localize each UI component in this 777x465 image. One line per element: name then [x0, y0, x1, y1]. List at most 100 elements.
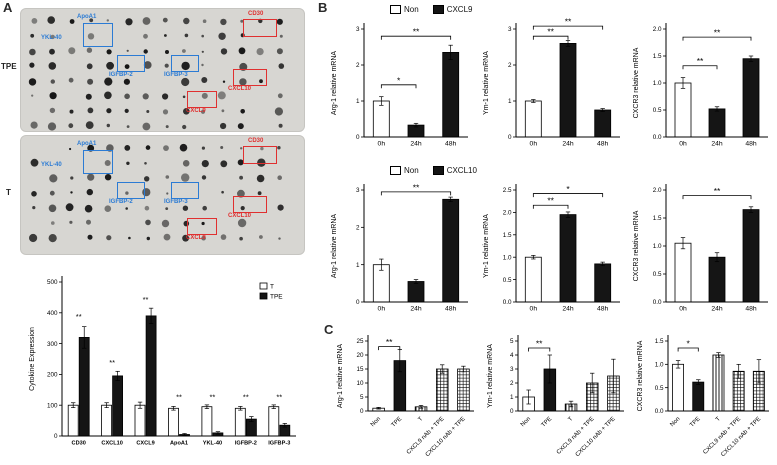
- svg-text:0.0: 0.0: [655, 408, 664, 415]
- svg-text:1.0: 1.0: [655, 362, 664, 369]
- svg-text:**: **: [276, 393, 282, 402]
- legend-item-cxcl10: CXCL10: [432, 166, 477, 175]
- svg-text:24h: 24h: [410, 306, 422, 313]
- svg-text:**: **: [714, 28, 721, 38]
- svg-text:2.0: 2.0: [653, 26, 662, 33]
- svg-text:0.5: 0.5: [653, 107, 662, 114]
- svg-text:2: 2: [356, 62, 360, 69]
- svg-text:CXCR3 relative mRNA: CXCR3 relative mRNA: [633, 47, 640, 118]
- svg-text:Ym-1 relative mRNA: Ym-1 relative mRNA: [487, 344, 494, 408]
- protein-array-blot-t: ApoA1 YKL-40 IGFBP-2 IGFBP-3 CD30 CXCL10 CXCL9: [20, 135, 305, 255]
- annotation-label-ykl40: YKL-40: [41, 35, 62, 41]
- blot-dots: [28, 16, 285, 131]
- legend-label-non: Non: [404, 5, 419, 14]
- annotation-label-cd30: CD30: [248, 138, 264, 144]
- svg-text:5: 5: [360, 394, 364, 401]
- annotation-box-cxcl10: [233, 69, 267, 86]
- svg-text:Ym-1 relative mRNA: Ym-1 relative mRNA: [483, 214, 490, 278]
- svg-text:**: **: [386, 337, 393, 347]
- legend-item-non: Non: [390, 5, 419, 14]
- svg-text:0.0: 0.0: [653, 299, 662, 306]
- svg-text:**: **: [697, 56, 704, 66]
- chart-cytokine-expression: 0 100 200 300 400 500 Cytokine Expression CD30 C…: [26, 272, 302, 462]
- svg-text:0.5: 0.5: [503, 277, 512, 284]
- annotation-label-cxcl10: CXCL10: [228, 86, 252, 92]
- panel-a-label: A: [3, 0, 13, 15]
- svg-text:**: **: [176, 393, 182, 402]
- svg-text:T: T: [270, 283, 274, 290]
- chart-svg-ym1-cxcl9: 0 1 2 3 Ym-1 relative mRNA 0h 24h 48h ** **: [483, 17, 620, 148]
- chart-svg-arg1-cxcl10: 0 1 2 3 Arg-1 relative mRNA 0h 24h 48h **: [331, 182, 468, 313]
- svg-text:1: 1: [510, 394, 514, 401]
- svg-text:0: 0: [508, 134, 512, 141]
- chart-svg-cytokine-expression: 0 100 200 300 400 500 Cytokine Expression CD30 C…: [29, 276, 296, 447]
- svg-text:**: **: [413, 182, 420, 192]
- svg-text:3: 3: [508, 26, 512, 33]
- svg-text:Arg-1 relative mRNA: Arg-1 relative mRNA: [337, 344, 344, 409]
- legend-swatch-non: [390, 5, 401, 14]
- svg-text:**: **: [76, 312, 82, 321]
- svg-text:**: **: [547, 27, 554, 37]
- svg-text:TPE: TPE: [541, 416, 553, 428]
- chart-arg1-cxcl9: 0 1 2 3 Arg-1 relative mRNA 0h 24h 48h * **: [328, 15, 476, 153]
- svg-text:15: 15: [356, 366, 364, 373]
- svg-text:Non: Non: [669, 416, 681, 428]
- svg-text:**: **: [243, 393, 249, 402]
- svg-text:2: 2: [508, 62, 512, 69]
- svg-text:T: T: [715, 416, 722, 423]
- svg-text:*: *: [566, 184, 570, 194]
- svg-text:4: 4: [510, 352, 514, 359]
- annotation-box-igfbp2: [117, 182, 145, 199]
- annotation-box-igfbp3: [171, 55, 199, 72]
- svg-text:24h: 24h: [410, 141, 422, 148]
- svg-text:0h: 0h: [679, 141, 687, 148]
- svg-text:TPE: TPE: [391, 416, 403, 428]
- svg-text:1: 1: [356, 98, 360, 105]
- annotation-box-cd30: [243, 19, 277, 37]
- svg-text:CD30: CD30: [72, 441, 86, 447]
- chart-cxcr3-cxcl9: 0.0 0.5 1.0 1.5 2.0 CXCR3 relative mRNA 0h 24h 4…: [630, 15, 776, 153]
- svg-text:0h: 0h: [679, 306, 687, 313]
- svg-text:2.5: 2.5: [503, 187, 512, 194]
- svg-text:0.0: 0.0: [653, 134, 662, 141]
- svg-text:2: 2: [356, 225, 360, 232]
- svg-text:1.0: 1.0: [653, 80, 662, 87]
- chart-arg1-nab: 0 5 10 15 20 25 Arg-1 relative mRNA Non TPE T CXCL…: [334, 329, 480, 463]
- svg-text:24h: 24h: [562, 141, 574, 148]
- svg-text:0: 0: [510, 408, 514, 415]
- svg-text:100: 100: [47, 402, 58, 409]
- svg-text:300: 300: [47, 341, 58, 348]
- annotation-label-igfbp2: IGFBP-2: [109, 199, 133, 205]
- svg-text:2.0: 2.0: [653, 187, 662, 194]
- svg-text:3: 3: [356, 187, 360, 194]
- svg-text:Non: Non: [370, 416, 382, 428]
- svg-text:CXCR3 relative mRNA: CXCR3 relative mRNA: [633, 210, 640, 281]
- svg-text:CXCR3 relative mRNA: CXCR3 relative mRNA: [637, 340, 644, 411]
- svg-text:CXCL10 nAb + TPE: CXCL10 nAb + TPE: [720, 416, 762, 458]
- annotation-label-apoa1: ApoA1: [77, 141, 97, 147]
- svg-text:TPE: TPE: [270, 293, 283, 300]
- svg-text:*: *: [687, 339, 691, 349]
- svg-text:0h: 0h: [378, 306, 386, 313]
- annotation-label-cxcl10: CXCL10: [228, 213, 252, 219]
- svg-text:0.5: 0.5: [655, 385, 664, 392]
- svg-text:3: 3: [510, 366, 514, 373]
- svg-text:CXCL10 nAb + TPE: CXCL10 nAb + TPE: [425, 416, 467, 458]
- svg-text:0h: 0h: [378, 141, 386, 148]
- svg-text:**: **: [547, 196, 554, 206]
- legend-item-non2: Non: [390, 166, 419, 175]
- chart-svg-arg1-nab: 0 5 10 15 20 25 Arg-1 relative mRNA Non TPE TCXCL…: [337, 335, 474, 458]
- legend-swatch-non2: [390, 166, 401, 175]
- svg-text:IGFBP-3: IGFBP-3: [268, 441, 290, 447]
- chart-svg-cxcr3-cxcl10: 0.0 0.5 1.0 1.5 2.0 CXCR3 relative mRNA 0h 24h 4…: [633, 184, 768, 313]
- legend-swatch-cxcl9: [432, 5, 444, 14]
- legend-item-cxcl9: CXCL9: [432, 5, 472, 14]
- annotation-box-cxcl10: [233, 196, 267, 213]
- svg-text:0: 0: [356, 134, 360, 141]
- legend-cxcl9-row: Non CXCL9: [390, 5, 472, 14]
- svg-text:CXCL9: CXCL9: [136, 441, 154, 447]
- annotation-box-cxcl9: [187, 218, 217, 235]
- svg-text:48h: 48h: [445, 306, 457, 313]
